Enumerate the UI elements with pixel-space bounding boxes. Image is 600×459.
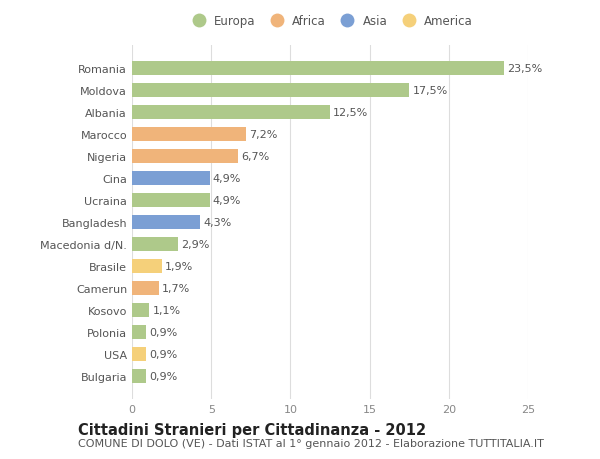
Bar <box>132 281 159 296</box>
Text: 6,7%: 6,7% <box>241 152 269 162</box>
Text: 12,5%: 12,5% <box>333 108 368 118</box>
Bar <box>132 303 149 318</box>
Bar <box>132 106 330 120</box>
Bar <box>132 62 504 76</box>
Bar <box>132 347 146 361</box>
Text: 17,5%: 17,5% <box>412 86 448 96</box>
Bar <box>132 325 146 339</box>
Bar <box>132 84 409 98</box>
Text: 0,9%: 0,9% <box>149 371 178 381</box>
Bar <box>132 128 246 142</box>
Text: Cittadini Stranieri per Cittadinanza - 2012: Cittadini Stranieri per Cittadinanza - 2… <box>78 422 426 437</box>
Bar <box>132 259 162 274</box>
Text: 1,9%: 1,9% <box>165 262 194 271</box>
Bar <box>132 194 209 208</box>
Text: 1,7%: 1,7% <box>162 283 190 293</box>
Bar <box>132 237 178 252</box>
Text: 4,9%: 4,9% <box>213 196 241 206</box>
Text: 23,5%: 23,5% <box>508 64 542 74</box>
Text: 4,9%: 4,9% <box>213 174 241 184</box>
Text: COMUNE DI DOLO (VE) - Dati ISTAT al 1° gennaio 2012 - Elaborazione TUTTITALIA.IT: COMUNE DI DOLO (VE) - Dati ISTAT al 1° g… <box>78 438 544 448</box>
Text: 2,9%: 2,9% <box>181 240 209 250</box>
Bar <box>132 369 146 383</box>
Legend: Europa, Africa, Asia, America: Europa, Africa, Asia, America <box>185 13 475 31</box>
Bar <box>132 172 209 186</box>
Text: 0,9%: 0,9% <box>149 327 178 337</box>
Bar <box>132 150 238 164</box>
Text: 1,1%: 1,1% <box>152 305 181 315</box>
Bar <box>132 215 200 230</box>
Text: 0,9%: 0,9% <box>149 349 178 359</box>
Text: 7,2%: 7,2% <box>249 130 278 140</box>
Text: 4,3%: 4,3% <box>203 218 232 228</box>
